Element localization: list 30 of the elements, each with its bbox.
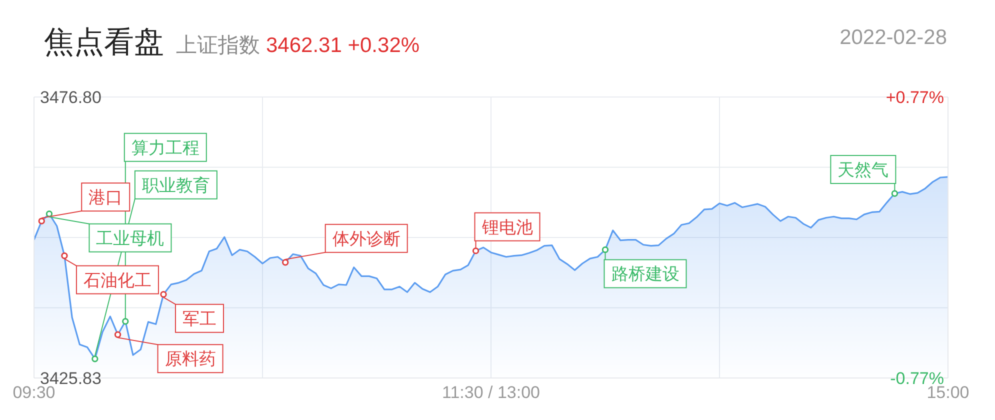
point — [891, 190, 898, 197]
point — [46, 210, 53, 218]
data-label: 原料药 — [164, 350, 216, 369]
x-tick-label: 09:30 — [12, 383, 56, 402]
text: 2022-02-28 — [840, 26, 947, 49]
point — [602, 246, 609, 254]
data-label: 军工 — [182, 309, 216, 328]
point — [282, 259, 289, 266]
data-label: 锂电池 — [480, 218, 533, 237]
x-tick-label: 15:00 — [926, 383, 970, 402]
data-label: 港口 — [88, 188, 123, 208]
point — [92, 356, 98, 362]
data-label: 工业母机 — [96, 228, 164, 248]
point — [122, 318, 129, 325]
y2-tick-label: +0.77% — [886, 88, 944, 107]
point — [61, 252, 68, 260]
x-tick-label: 11:30 / 13:00 — [442, 383, 540, 402]
point — [114, 331, 122, 338]
chart-subtitle: 上证指数 3462.31 +0.32% — [176, 34, 420, 57]
data-label: 天然气 — [838, 160, 889, 180]
point — [38, 218, 45, 224]
data-label: 石油化工 — [83, 270, 152, 290]
data-label: 路桥建设 — [611, 264, 680, 284]
data-label: 职业教育 — [142, 176, 210, 195]
data-label: 算力工程 — [131, 138, 200, 158]
data-label: 体外诊断 — [332, 229, 400, 248]
chart-title: 焦点看盘 — [44, 25, 164, 61]
point — [160, 291, 167, 298]
point — [472, 247, 480, 254]
y-tick-label: 3476.80 — [40, 88, 102, 107]
